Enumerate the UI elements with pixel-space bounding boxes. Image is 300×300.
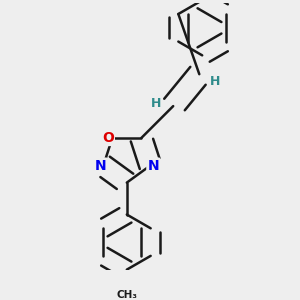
Text: H: H <box>210 75 220 88</box>
Text: N: N <box>94 159 106 172</box>
Text: CH₃: CH₃ <box>116 290 137 300</box>
Text: N: N <box>147 159 159 172</box>
Text: O: O <box>102 131 114 145</box>
Text: H: H <box>151 97 161 110</box>
